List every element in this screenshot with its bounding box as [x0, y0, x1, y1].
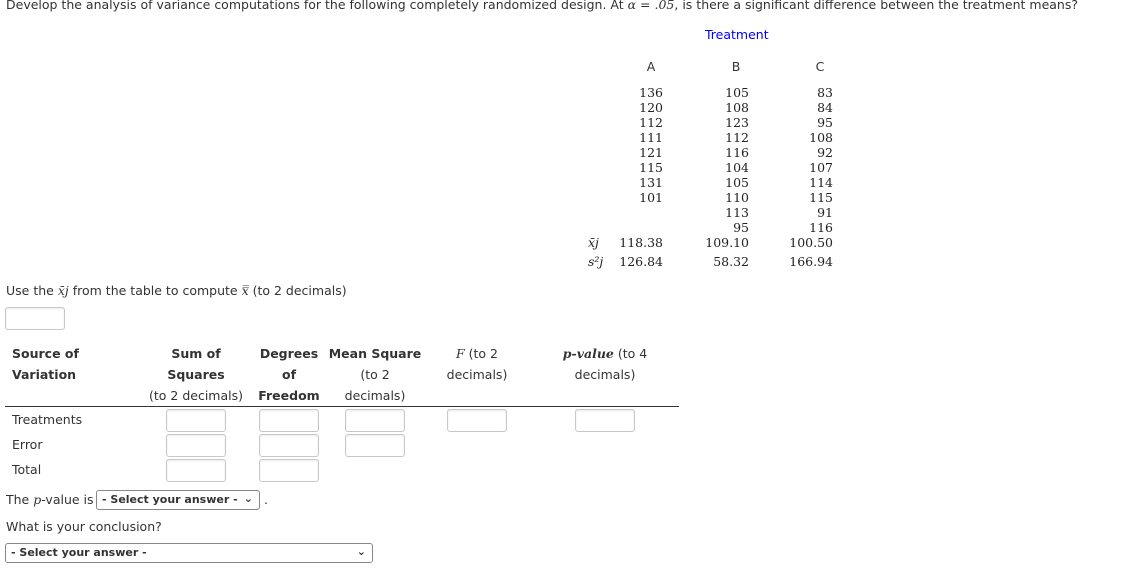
pvalue-input-treatments[interactable]: [575, 409, 635, 432]
anova-header: (to 2: [360, 367, 390, 382]
anova-header: Source of: [12, 346, 79, 361]
data-value: 113: [725, 205, 749, 220]
data-value: 104: [725, 160, 749, 175]
data-value: 114: [809, 175, 833, 190]
ss-input-error[interactable]: [166, 434, 226, 457]
data-value: 111: [639, 130, 663, 145]
data-value: 115: [639, 160, 663, 175]
anova-header: (to 2 decimals): [149, 388, 243, 403]
header-symbol: p-value: [562, 346, 614, 361]
p: p: [33, 492, 42, 507]
anova-header: Freedom: [258, 388, 320, 403]
question-text: Develop the analysis of variance computa…: [6, 0, 1078, 12]
anova-header: Squares: [167, 367, 225, 382]
data-value: 107: [809, 160, 833, 175]
pvalue-sentence: The p-value is: [6, 492, 94, 507]
data-value: 84: [817, 100, 833, 115]
row-label: Total: [12, 462, 42, 477]
data-value: 131: [639, 175, 663, 190]
mean-value: 100.50: [789, 235, 833, 250]
question-part: Develop the analysis of variance computa…: [6, 0, 628, 12]
data-value: 110: [725, 190, 749, 205]
data-value: 112: [725, 130, 749, 145]
treatment-title: Treatment: [705, 27, 769, 42]
variance-value: 58.32: [713, 254, 749, 269]
data-value: 108: [809, 130, 833, 145]
data-value: 116: [725, 145, 749, 160]
mean-label: x̄j: [588, 235, 599, 250]
grand-mean-input[interactable]: [5, 307, 65, 330]
t: Use the: [6, 283, 58, 298]
alpha: α = .05: [627, 0, 675, 12]
row-label: Error: [12, 437, 43, 452]
period: .: [264, 492, 268, 507]
data-value: 108: [725, 100, 749, 115]
ss-input-treatments[interactable]: [166, 409, 226, 432]
variance-value: 166.94: [789, 254, 833, 269]
anova-header: decimals): [446, 367, 508, 382]
column-header: C: [815, 59, 825, 74]
data-value: 123: [725, 115, 749, 130]
header-divider: [5, 406, 679, 407]
pvalue-select-value: - Select your answer -: [102, 493, 238, 506]
data-value: 91: [817, 205, 833, 220]
data-value: 95: [817, 115, 833, 130]
row-label: Treatments: [12, 412, 83, 427]
data-value: 112: [639, 115, 663, 130]
anova-header: Degrees: [259, 346, 319, 361]
ss-input-total[interactable]: [166, 459, 226, 482]
header-symbol: F: [455, 346, 465, 361]
df-input-error[interactable]: [259, 434, 319, 457]
grand-mean-prompt: Use the x̄j from the table to compute x̿…: [6, 283, 347, 298]
data-value: 120: [639, 100, 663, 115]
anova-header: p-value (to 4: [535, 346, 675, 361]
conclusion-select-value: - Select your answer -: [11, 546, 147, 559]
xbarbar: x̿: [241, 283, 249, 298]
data-value: 121: [639, 145, 663, 160]
chevron-down-icon: ⌄: [243, 492, 253, 505]
data-value: 116: [809, 220, 833, 235]
question-part: , is there a significant difference betw…: [674, 0, 1079, 12]
mean-value: 109.10: [705, 235, 749, 250]
ms-input-treatments[interactable]: [345, 409, 405, 432]
variance-value: 126.84: [619, 254, 663, 269]
xbar: x̄j: [57, 283, 69, 298]
mean-value: 118.38: [619, 235, 663, 250]
data-value: 95: [733, 220, 749, 235]
column-header: B: [731, 59, 741, 74]
t: -value is: [41, 492, 94, 507]
data-value: 83: [817, 85, 833, 100]
f-input-treatments[interactable]: [447, 409, 507, 432]
anova-header: Mean Square: [328, 346, 422, 361]
data-value: 101: [639, 190, 663, 205]
data-value: 105: [725, 175, 749, 190]
ms-input-error[interactable]: [345, 434, 405, 457]
data-value: 105: [725, 85, 749, 100]
variance-label: s²j: [588, 254, 604, 269]
chevron-down-icon: ⌄: [356, 545, 366, 558]
df-input-treatments[interactable]: [259, 409, 319, 432]
anova-header: decimals): [344, 388, 406, 403]
conclusion-question: What is your conclusion?: [6, 519, 162, 534]
anova-header: F (to 2: [407, 346, 547, 361]
anova-header: Variation: [12, 367, 77, 382]
data-value: 136: [639, 85, 663, 100]
column-header: A: [646, 59, 656, 74]
header-text: (to 2: [464, 346, 498, 361]
anova-header: decimals): [574, 367, 636, 382]
t: The: [6, 492, 34, 507]
data-value: 115: [809, 190, 833, 205]
anova-header: of: [281, 367, 297, 382]
t: from the table to compute: [68, 283, 242, 298]
t: (to 2 decimals): [248, 283, 347, 298]
data-value: 92: [817, 145, 833, 160]
df-input-total[interactable]: [259, 459, 319, 482]
header-text: (to 4: [613, 346, 648, 361]
anova-header: Sum of: [171, 346, 221, 361]
conclusion-select[interactable]: - Select your answer - ⌄: [5, 543, 373, 563]
pvalue-select[interactable]: - Select your answer - ⌄: [96, 490, 260, 510]
